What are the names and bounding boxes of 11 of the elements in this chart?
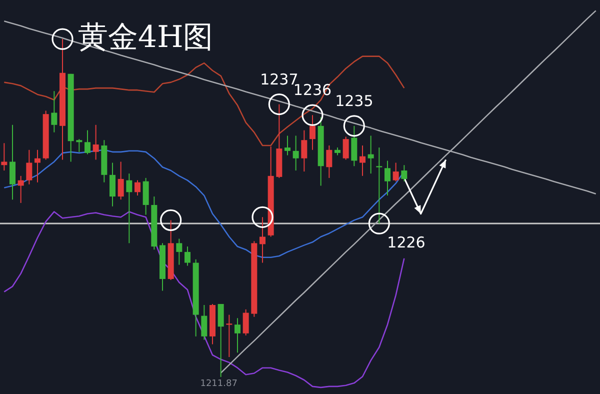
point	[268, 93, 290, 116]
point	[52, 28, 74, 50]
annotation: 1235	[335, 92, 374, 110]
point	[302, 104, 324, 126]
point	[368, 212, 390, 234]
point	[343, 115, 365, 137]
annotation: 1211.87	[200, 378, 238, 389]
title: 黄金4H图	[78, 20, 214, 55]
point	[160, 209, 182, 231]
annotation: 1226	[387, 234, 426, 252]
point	[252, 206, 274, 228]
